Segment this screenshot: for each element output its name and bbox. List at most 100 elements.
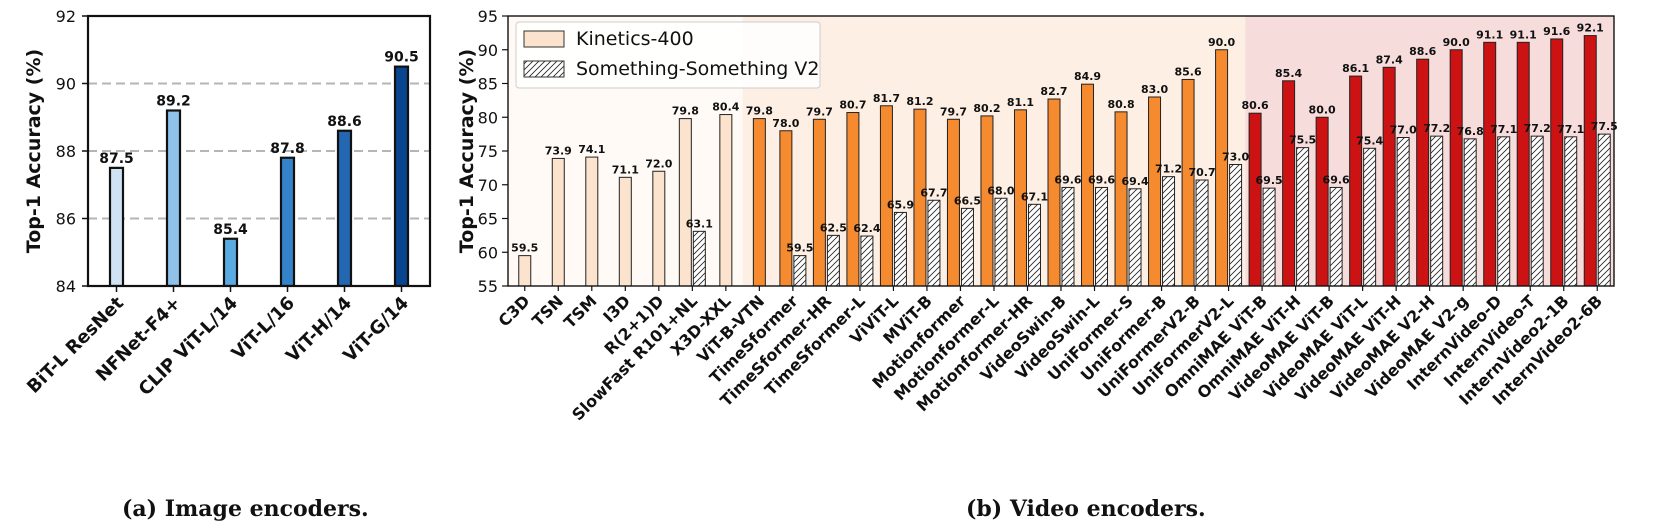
- bar-kinetics: [1148, 96, 1162, 286]
- data-label-ssv2: 75.4: [1356, 134, 1383, 147]
- data-label-kinetics: 82.7: [1040, 85, 1067, 98]
- bar-kinetics: [1516, 41, 1530, 286]
- bar-ssv2: [860, 235, 874, 286]
- data-label: 85.4: [213, 222, 248, 238]
- caption-video-encoders: (b) Video encoders.: [966, 496, 1206, 522]
- data-label-kinetics: 71.1: [612, 163, 639, 176]
- data-label-ssv2: 67.7: [920, 186, 947, 199]
- bar-kinetics: [779, 130, 793, 286]
- bar-ssv2: [994, 197, 1008, 286]
- bar-ssv2: [1262, 187, 1276, 286]
- data-label-kinetics: 80.8: [1107, 98, 1134, 111]
- bar-ssv2: [1229, 164, 1243, 286]
- y-tick-label: 75: [478, 142, 498, 161]
- bar-kinetics: [1114, 111, 1128, 286]
- bar-ssv2: [1497, 136, 1511, 286]
- data-label-kinetics: 90.0: [1443, 36, 1470, 49]
- bar-kinetics: [1215, 49, 1229, 286]
- bar: [279, 156, 296, 286]
- caption-image-encoders: (a) Image encoders.: [122, 496, 369, 522]
- data-label-ssv2: 71.2: [1155, 163, 1182, 176]
- data-label-kinetics: 79.8: [746, 105, 773, 118]
- data-label-ssv2: 73.0: [1222, 151, 1249, 164]
- bar-kinetics: [678, 118, 692, 286]
- bar-ssv2: [692, 230, 706, 286]
- data-label-kinetics: 81.7: [873, 92, 900, 105]
- data-label-ssv2: 62.4: [853, 222, 880, 235]
- bar: [108, 166, 125, 286]
- y-tick-label: 88: [56, 142, 76, 161]
- data-label-ssv2: 62.5: [820, 221, 847, 234]
- bar-kinetics: [1382, 66, 1396, 286]
- bar-kinetics: [1047, 98, 1061, 286]
- bar-ssv2: [826, 234, 840, 286]
- bar-kinetics: [913, 108, 927, 286]
- bar-ssv2: [960, 207, 974, 286]
- data-label-ssv2: 75.5: [1289, 134, 1316, 147]
- bar-kinetics: [618, 176, 632, 286]
- data-label-kinetics: 81.1: [1007, 96, 1034, 109]
- y-tick-label: 90: [478, 41, 498, 60]
- grid-lines: [88, 82, 430, 220]
- bar-kinetics: [1013, 109, 1027, 286]
- bar-ssv2: [1195, 179, 1209, 286]
- data-label-kinetics: 79.8: [672, 105, 699, 118]
- bar-kinetics: [1282, 80, 1296, 286]
- bar-ssv2: [893, 211, 907, 286]
- bar: [393, 65, 410, 286]
- bar: [336, 129, 353, 286]
- bar-ssv2: [1027, 203, 1041, 286]
- y-axis-title: Top-1 Accuracy (%): [23, 49, 45, 253]
- data-label-ssv2: 69.6: [1054, 173, 1081, 186]
- bar: [165, 109, 182, 286]
- data-label-kinetics: 85.6: [1174, 65, 1201, 78]
- data-label-kinetics: 81.2: [906, 95, 933, 108]
- data-label-kinetics: 73.9: [545, 144, 572, 157]
- data-label-kinetics: 80.7: [839, 99, 866, 112]
- bars-group: [108, 65, 410, 286]
- data-label-kinetics: 84.9: [1074, 70, 1101, 83]
- y-tick-label: 60: [478, 243, 498, 262]
- y-tick-label: 92: [56, 7, 76, 26]
- bar-ssv2: [1396, 137, 1410, 286]
- legend-swatch-kinetics: [523, 30, 565, 48]
- data-label: 90.5: [384, 50, 419, 66]
- y-tick-label: 85: [478, 75, 498, 94]
- bar-kinetics: [652, 170, 666, 286]
- value-labels: 87.5 89.2 85.4 87.8 88.6 90.5: [99, 50, 419, 238]
- bar-ssv2: [927, 199, 941, 286]
- x-tick-label: TSM: [560, 291, 601, 332]
- data-label-kinetics: 91.1: [1510, 28, 1537, 41]
- data-label-ssv2: 77.2: [1423, 122, 1450, 135]
- bar-ssv2: [1530, 135, 1544, 286]
- legend-label-kinetics: Kinetics-400: [576, 28, 694, 50]
- bar-ssv2: [1061, 186, 1075, 286]
- y-axis: 55 60 65 70 75 80 85 90 95: [478, 7, 508, 296]
- y-tick-label: 84: [56, 277, 76, 296]
- bar-ssv2: [1296, 147, 1310, 286]
- bar-ssv2: [1095, 186, 1109, 286]
- x-tick-label: C3D: [495, 291, 534, 330]
- bar-kinetics: [1248, 112, 1262, 286]
- data-label-kinetics: 72.0: [645, 157, 672, 170]
- value-labels: 59.573.9 74.171.1 72.079.863.180.4 79.878.0…: [511, 22, 1618, 255]
- data-label-kinetics: 79.7: [806, 105, 833, 118]
- y-tick-label: 55: [478, 277, 498, 296]
- data-label-kinetics: 91.1: [1476, 28, 1503, 41]
- data-label-ssv2: 59.5: [786, 242, 813, 255]
- x-tick-label: CLIP ViT-L/14: [135, 293, 242, 400]
- bar-kinetics: [812, 118, 826, 286]
- bar-kinetics: [980, 115, 994, 286]
- y-tick-label: 70: [478, 176, 498, 195]
- bar-kinetics: [585, 156, 599, 286]
- bar-ssv2: [1430, 135, 1444, 286]
- data-label-ssv2: 70.7: [1188, 166, 1215, 179]
- bar-kinetics: [1583, 35, 1597, 286]
- y-axis-title: Top-1 Accuracy (%): [456, 49, 478, 253]
- bar-kinetics: [846, 112, 860, 286]
- data-label-kinetics: 79.7: [940, 105, 967, 118]
- data-label-kinetics: 78.0: [772, 117, 799, 130]
- data-label-kinetics: 90.0: [1208, 36, 1235, 49]
- data-label-kinetics: 87.4: [1376, 53, 1403, 66]
